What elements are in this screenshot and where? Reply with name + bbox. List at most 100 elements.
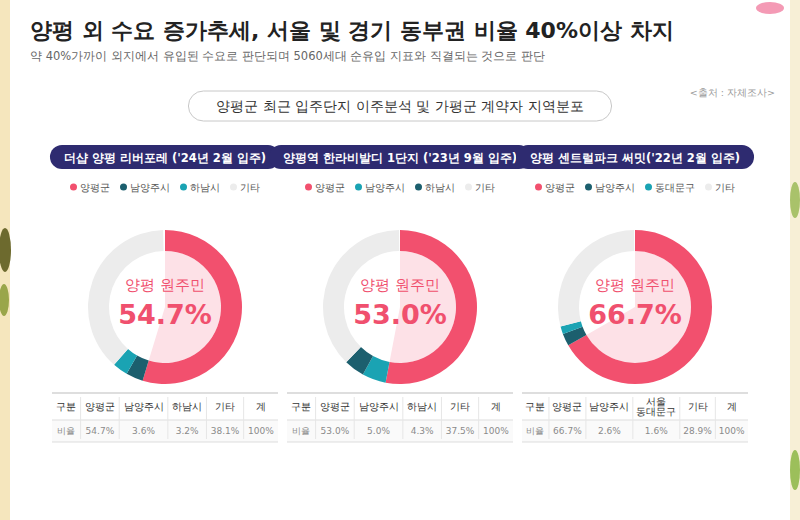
table-header-line: 하남시 (407, 401, 437, 412)
section-pill (188, 91, 611, 121)
donut-slice (88, 230, 164, 365)
table-value: 1.6% (645, 426, 668, 436)
table-divider (80, 397, 81, 439)
table-header: 양평군 (320, 401, 350, 412)
legend-marker (120, 184, 127, 191)
section-heading: 양평군 최근 입주단지 이주분석 및 가평군 계약자 지역분포 (188, 91, 611, 121)
table-value: 37.5% (446, 426, 475, 436)
legend-marker (305, 184, 312, 191)
table-header: 양평군 (85, 401, 115, 412)
legend-marker (645, 184, 652, 191)
table-header: 서울동대문구 (636, 396, 676, 418)
donut (323, 230, 477, 384)
table-divider (315, 397, 316, 439)
table-divider (402, 397, 403, 439)
legend-marker (180, 184, 187, 191)
table-value: 38.1% (211, 426, 240, 436)
legend-marker (585, 184, 592, 191)
center-value: 54.7% (118, 299, 212, 330)
legend-label: 남양주시 (365, 182, 405, 193)
table-value: 100% (248, 426, 274, 436)
table-rule (287, 393, 513, 394)
chart-title: 양평역 한라비발디 1단지 ('23년 9월 입주) (283, 151, 517, 165)
subtitle: 약 40%가까이 외지에서 유입된 수요로 판단되며 5060세대 순유입 지표… (30, 49, 545, 63)
chart-title-pill (50, 145, 280, 169)
table-value: 2.6% (598, 426, 621, 436)
donut-hole (579, 251, 691, 363)
legend-label: 기타 (475, 182, 495, 193)
table-divider (441, 397, 442, 439)
table-divider (715, 397, 716, 439)
center-label: 양평 원주민 (125, 276, 205, 294)
table-header-line: 기타 (450, 401, 470, 412)
legend-label: 하남시 (190, 182, 220, 193)
background (0, 0, 800, 520)
table-header-line: 구분 (56, 401, 76, 412)
chart-panel: 더샵 양평 리버포레 ('24년 2월 입주)양평군남양주시하남시기타양평 원주… (50, 145, 280, 442)
table-value: 4.3% (411, 426, 434, 436)
table-rule (52, 442, 278, 443)
leaf-decoration (0, 284, 9, 316)
table-divider (478, 397, 479, 439)
table-divider (632, 397, 633, 439)
legend-label: 동대문구 (655, 182, 695, 193)
legend-label: 양평군 (80, 182, 110, 193)
table-header-line: 남양주시 (359, 401, 399, 412)
table-header-line: 기타 (215, 401, 235, 412)
legend-marker (415, 184, 422, 191)
table-header-line: 남양주시 (589, 401, 629, 412)
table-value: 54.7% (86, 426, 115, 436)
leaf-decoration (790, 182, 800, 218)
table-value: 28.9% (683, 426, 712, 436)
table-value: 3.2% (176, 426, 199, 436)
data-table: 구분비율 양평군 54.7% 남양주시 3.6% 하남시 3.2% 기타 38.1% 계 100% (52, 393, 278, 442)
table-header: 기타 (450, 401, 470, 412)
table-header: 계 (256, 401, 266, 412)
data-table: 구분비율양평군53.0%남양주시5.0%하남시4.3%기타37.5%계100% (287, 393, 513, 442)
table-header-line: 하남시 (172, 401, 202, 412)
table-divider (548, 397, 549, 439)
data-table: 구분비율양평군66.7%남양주시2.6%서울동대문구1.6%기타28.9%계10… (522, 393, 748, 442)
chart-panel: 양평 센트럴파크 써밋('22년 2월 입주)양평군남양주시동대문구기타양평 원… (516, 145, 754, 442)
legend-label: 하남시 (425, 182, 455, 193)
table-divider (354, 397, 355, 439)
table-header: 남양주시 (589, 401, 629, 412)
table-value: 비율 (292, 426, 310, 436)
table-value: 비율 (526, 426, 544, 436)
legend-marker (70, 184, 77, 191)
table-header: 기타 (688, 401, 708, 412)
table-rule (287, 442, 513, 443)
source: <출처 : 자체조사> (690, 87, 775, 98)
table-header-line: 계 (491, 401, 501, 412)
chart-title-pill (516, 145, 754, 169)
table-header: 계 (727, 401, 737, 412)
table-divider (167, 397, 168, 439)
center-label: 양평 원주민 (360, 276, 440, 294)
table-header-line: 구분 (525, 401, 545, 412)
donut (88, 230, 242, 384)
table-header: 기타 (215, 401, 235, 412)
table-value: 53.0% (321, 426, 350, 436)
flower-decoration (756, 2, 784, 14)
table-header-line: 기타 (688, 401, 708, 412)
legend-marker (230, 184, 237, 191)
table-value: 5.0% (367, 426, 390, 436)
table-header: 남양주시 (124, 401, 164, 412)
table-value: 비율 (57, 426, 75, 436)
table-header-line: 남양주시 (124, 401, 164, 412)
table-header: 하남시 (407, 401, 437, 412)
chart-title: 더샵 양평 리버포레 ('24년 2월 입주) (64, 151, 266, 165)
table-value: 66.7% (553, 426, 582, 436)
table-header: 구분 (56, 401, 76, 412)
legend-marker (705, 184, 712, 191)
center-value: 53.0% (353, 299, 447, 330)
table-divider (119, 397, 120, 439)
table-header-line: 계 (727, 401, 737, 412)
table-divider (585, 397, 586, 439)
leaf-decoration (0, 228, 11, 272)
table-divider (679, 397, 680, 439)
table-value: 100% (719, 426, 745, 436)
title: 양평 외 수요 증가추세, 서울 및 경기 동부권 비율 40%이상 차지 (30, 18, 674, 43)
table-header-line: 계 (256, 401, 266, 412)
table-value: 3.6% (132, 426, 155, 436)
